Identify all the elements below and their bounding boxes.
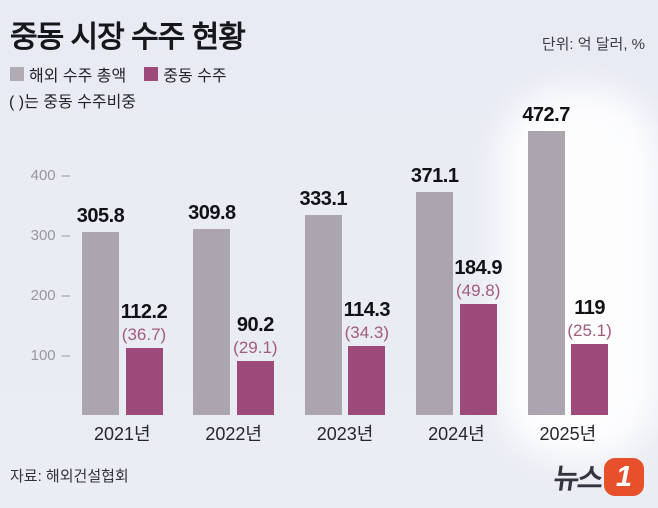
bar-total bbox=[304, 215, 342, 415]
middle-east-share: (34.3) bbox=[344, 323, 389, 343]
bar-total-value-label: 305.8 bbox=[76, 204, 125, 227]
y-axis-tick-mark: – bbox=[61, 166, 70, 184]
legend-item-total: 해외 수주 총액 bbox=[10, 62, 126, 86]
bar-total bbox=[193, 229, 231, 415]
news1-logo-text: 뉴스 bbox=[552, 463, 604, 494]
bar-middle-east-value-label: 114.3 (34.3) bbox=[319, 299, 415, 343]
x-axis-year-label: 2021년 bbox=[93, 424, 151, 444]
middle-east-share: (49.8) bbox=[455, 281, 501, 301]
source-credit: 자료: 해외건설협회 bbox=[10, 468, 129, 485]
legend: 해외 수주 총액 중동 수주 bbox=[10, 62, 227, 86]
bar-total bbox=[82, 231, 119, 415]
middle-east-value: 119 bbox=[574, 296, 605, 319]
x-axis-year-label: 2025년 bbox=[539, 424, 597, 444]
bar-middle-east-value-label: 119 (25.1) bbox=[542, 297, 638, 341]
bar-middle-east-value-label: 112.2 (36.7) bbox=[96, 301, 192, 345]
y-axis-tick-mark: – bbox=[61, 226, 70, 244]
news1-logo-one-icon: 1 bbox=[604, 458, 644, 496]
y-axis-tick-value: 200 bbox=[30, 286, 56, 304]
y-axis-tick: 300– bbox=[12, 226, 70, 244]
x-axis-year-label: 2022년 bbox=[205, 424, 262, 444]
bar-total-value-label: 371.1 bbox=[410, 165, 459, 188]
bar-middle-east-value-label: 90.2 (29.1) bbox=[207, 314, 303, 358]
y-axis-tick-mark: – bbox=[61, 346, 70, 364]
y-axis-tick-value: 300 bbox=[30, 226, 56, 244]
y-axis-tick: 200– bbox=[12, 286, 70, 304]
y-axis-tick-value: 400 bbox=[30, 166, 56, 184]
x-axis-year-label: 2023년 bbox=[316, 424, 374, 444]
middle-east-share: (29.1) bbox=[233, 337, 278, 357]
total-swatch-icon bbox=[10, 67, 24, 81]
unit-label: 단위: 억 달러, % bbox=[541, 36, 645, 53]
y-axis-tick: 400– bbox=[12, 166, 70, 184]
page-title: 중동 시장 수주 현황 bbox=[10, 21, 246, 54]
legend-item-middle-east: 중동 수주 bbox=[144, 62, 227, 86]
middle-east-share: (36.7) bbox=[121, 324, 167, 344]
news1-logo: 뉴스 1 bbox=[552, 457, 644, 497]
middle-east-swatch-icon bbox=[144, 67, 159, 81]
bar-middle-east bbox=[571, 343, 609, 415]
middle-east-value: 114.3 bbox=[343, 299, 391, 322]
bar-total bbox=[416, 192, 454, 415]
bar-middle-east bbox=[459, 304, 497, 415]
legend-label-total: 해외 수주 총액 bbox=[29, 68, 127, 85]
middle-east-value: 112.2 bbox=[120, 300, 168, 323]
middle-east-value: 184.9 bbox=[454, 257, 502, 280]
bar-total-value-label: 309.8 bbox=[188, 202, 236, 225]
bar-middle-east bbox=[348, 346, 386, 415]
bar-middle-east-value-label: 184.9 (49.8) bbox=[430, 257, 526, 301]
bar-total bbox=[527, 131, 565, 415]
legend-label-middle-east: 중동 수주 bbox=[163, 68, 227, 85]
paren-note: ( )는 중동 수주비중 bbox=[9, 94, 137, 111]
y-axis-tick-mark: – bbox=[61, 286, 70, 304]
middle-east-share: (25.1) bbox=[567, 320, 612, 340]
bar-middle-east bbox=[125, 347, 163, 415]
x-axis-year-label: 2024년 bbox=[428, 424, 485, 444]
bar-total-value-label: 333.1 bbox=[299, 188, 348, 211]
y-axis-tick: 100– bbox=[12, 346, 70, 364]
y-axis-tick-value: 100 bbox=[30, 346, 56, 364]
middle-east-value: 90.2 bbox=[236, 313, 274, 336]
bar-middle-east bbox=[236, 360, 274, 415]
bar-total-value-label: 472.7 bbox=[522, 104, 570, 127]
